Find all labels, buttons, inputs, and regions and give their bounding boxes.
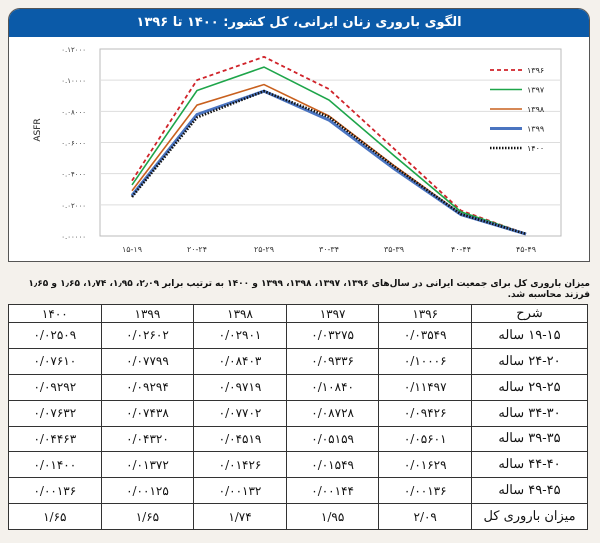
table-cell: ۰/۰۰۱۳۶ [8, 477, 102, 505]
table-cell: ۱/۹۵ [285, 503, 380, 530]
table-row: ۲۴-۲۰ ساله ۰/۱۰۰۰۶ ۰/۰۹۳۳۶ ۰/۰۸۴۰۳ ۰/۰۷۷۹۹ ۰/… [8, 347, 588, 375]
series-line-0 [131, 55, 527, 235]
table-cell: ۱/۶۵ [100, 503, 195, 530]
column-header: ۱۳۹۹ [100, 304, 195, 323]
y-axis-label: ASFR [33, 118, 43, 141]
table-cell: ۰/۰۹۷۱۹ [193, 373, 287, 401]
table-header-row: شرح ۱۳۹۶ ۱۳۹۷ ۱۳۹۸ ۱۳۹۹ ۱۴۰۰ [8, 304, 588, 323]
table-cell: ۰/۰۷۶۳۲ [8, 399, 102, 427]
table-cell: ۰/۰۴۴۶۳ [8, 425, 102, 453]
table-cell: ۰/۰۱۶۲۹ [378, 451, 472, 479]
legend-label: ۱۳۹۹ [527, 125, 544, 134]
table-row: ۳۴-۳۰ ساله ۰/۰۹۴۲۶ ۰/۰۸۷۲۸ ۰/۰۷۷۰۲ ۰/۰۷۴۳۸ ۰/… [8, 399, 588, 427]
table-cell: ۰/۰۲۵۰۹ [8, 322, 102, 349]
table-row: میزان باروری کل ۲/۰۹ ۱/۹۵ ۱/۷۴ ۱/۶۵ ۱/۶۵ [8, 503, 588, 530]
chart-title: الگوی باروری زنان ایرانی، کل کشور: ۱۴۰۰ … [9, 9, 589, 37]
x-tick-label: ۴۰-۴۴ [451, 245, 471, 254]
series-line-2 [131, 83, 527, 235]
table-cell: ۰/۰۳۲۷۵ [285, 322, 380, 349]
y-tick-label: ۰.۰۶۰۰۰ [61, 140, 86, 148]
table-row: ۳۹-۳۵ ساله ۰/۰۵۶۰۱ ۰/۰۵۱۵۹ ۰/۰۴۵۱۹ ۰/۰۴۳۲۰ ۰/… [8, 425, 588, 453]
y-tick-label: ۰.۰۸۰۰۰ [61, 108, 86, 116]
line-chart: ۰.۰۰۰۰۰ ۰.۰۲۰۰۰ ۰.۰۴۰۰۰ ۰.۰۶۰۰۰ ۰.۰۸۰۰۰ ۰.۱۰۰… [33, 46, 562, 254]
row-label: ۲۹-۲۵ ساله [471, 373, 588, 401]
table-cell: ۰/۰۹۲۹۲ [8, 373, 102, 401]
table-cell: ۰/۱۱۴۹۷ [378, 373, 472, 401]
column-header: ۱۳۹۶ [378, 304, 472, 323]
table-cell: ۰/۰۱۳۷۲ [100, 451, 195, 479]
x-tick-label: ۴۵-۴۹ [516, 245, 536, 254]
chart-panel: الگوی باروری زنان ایرانی، کل کشور: ۱۴۰۰ … [8, 8, 590, 262]
table-cell: ۰/۰۹۲۹۴ [100, 373, 195, 401]
table-cell: ۰/۰۷۷۹۹ [100, 347, 195, 375]
table-cell: ۰/۰۱۴۰۰ [8, 451, 102, 479]
legend-label: ۱۳۹۶ [527, 66, 544, 75]
table-cell: ۰/۰۱۴۲۶ [193, 451, 287, 479]
table-cell: ۰/۰۴۳۲۰ [100, 425, 195, 453]
row-label: ۳۴-۳۰ ساله [471, 399, 588, 427]
x-tick-label: ۳۵-۳۹ [384, 245, 404, 254]
table-cell: ۰/۰۰۱۳۲ [193, 477, 287, 505]
x-tick-label: ۳۰-۳۴ [319, 245, 339, 254]
table-row: ۲۹-۲۵ ساله ۰/۱۱۴۹۷ ۰/۱۰۸۴۰ ۰/۰۹۷۱۹ ۰/۰۹۲۹۴ ۰/… [8, 373, 588, 401]
table-cell: ۰/۱۰۸۴۰ [285, 373, 380, 401]
caption: میزان باروری کل برای جمعیت ایرانی در سال… [28, 279, 590, 300]
table-cell: ۰/۰۳۵۴۹ [378, 322, 472, 349]
x-tick-label: ۲۵-۲۹ [254, 245, 274, 254]
y-tick-label: ۰.۱۰۰۰۰ [61, 77, 86, 85]
table-cell: ۰/۰۹۴۲۶ [378, 399, 472, 427]
table-cell: ۱/۶۵ [8, 503, 102, 530]
table-cell: ۲/۰۹ [378, 503, 472, 530]
table-cell: ۰/۱۰۰۰۶ [378, 347, 472, 375]
y-tick-label: ۰.۰۰۰۰۰ [61, 233, 86, 241]
row-label: ۱۹-۱۵ ساله [471, 322, 588, 349]
series-line-4 [130, 89, 527, 236]
table-row: ۴۴-۴۰ ساله ۰/۰۱۶۲۹ ۰/۰۱۵۴۹ ۰/۰۱۴۲۶ ۰/۰۱۳۷۲ ۰/… [8, 451, 588, 479]
row-label: ۴۹-۴۵ ساله [471, 477, 588, 505]
table-cell: ۰/۰۴۵۱۹ [193, 425, 287, 453]
data-table: شرح ۱۳۹۶ ۱۳۹۷ ۱۳۹۸ ۱۳۹۹ ۱۴۰۰ ۱۹-۱۵ ساله ۰/۰۳۵۴… [8, 304, 588, 530]
table-cell: ۰/۰۷۶۱۰ [8, 347, 102, 375]
column-header: ۱۳۹۷ [285, 304, 380, 323]
y-tick-label: ۰.۰۲۰۰۰ [61, 202, 86, 210]
row-label: ۳۹-۳۵ ساله [471, 425, 588, 453]
table-cell: ۰/۰۰۱۴۴ [285, 477, 380, 505]
table-row: ۴۹-۴۵ ساله ۰/۰۰۱۳۶ ۰/۰۰۱۴۴ ۰/۰۰۱۳۲ ۰/۰۰۱۲۵ ۰/… [8, 477, 588, 505]
table-cell: ۰/۰۲۶۰۲ [100, 322, 195, 349]
table-row: ۱۹-۱۵ ساله ۰/۰۳۵۴۹ ۰/۰۳۲۷۵ ۰/۰۲۹۰۱ ۰/۰۲۶۰۲ ۰/… [8, 322, 588, 349]
table-cell: ۰/۰۱۵۴۹ [285, 451, 380, 479]
column-header: ۱۴۰۰ [8, 304, 102, 323]
table-cell: ۰/۰۵۶۰۱ [378, 425, 472, 453]
table-cell: ۰/۰۹۳۳۶ [285, 347, 380, 375]
table-cell: ۰/۰۷۷۰۲ [193, 399, 287, 427]
table-cell: ۰/۰۵۱۵۹ [285, 425, 380, 453]
y-tick-label: ۰.۰۴۰۰۰ [61, 171, 86, 179]
legend-label: ۱۴۰۰ [527, 144, 544, 153]
x-tick-label: ۱۵-۱۹ [122, 245, 142, 254]
row-label: ۲۴-۲۰ ساله [471, 347, 588, 375]
x-tick-label: ۲۰-۲۴ [187, 245, 207, 254]
table-cell: ۰/۰۷۴۳۸ [100, 399, 195, 427]
column-header: شرح [471, 304, 588, 323]
series-line-1 [131, 66, 527, 235]
table-cell: ۰/۰۸۴۰۳ [193, 347, 287, 375]
table-cell: ۰/۰۰۱۲۵ [100, 477, 195, 505]
table-cell: ۰/۰۰۱۳۶ [378, 477, 472, 505]
table-cell: ۰/۰۸۷۲۸ [285, 399, 380, 427]
column-header: ۱۳۹۸ [193, 304, 287, 323]
table-cell: ۰/۰۲۹۰۱ [193, 322, 287, 349]
legend-label: ۱۳۹۷ [527, 86, 545, 95]
table-cell: ۱/۷۴ [193, 503, 287, 530]
y-tick-label: ۰.۱۲۰۰۰ [61, 46, 86, 54]
row-label: ۴۴-۴۰ ساله [471, 451, 588, 479]
legend-label: ۱۳۹۸ [527, 105, 545, 114]
row-label: میزان باروری کل [471, 503, 588, 530]
